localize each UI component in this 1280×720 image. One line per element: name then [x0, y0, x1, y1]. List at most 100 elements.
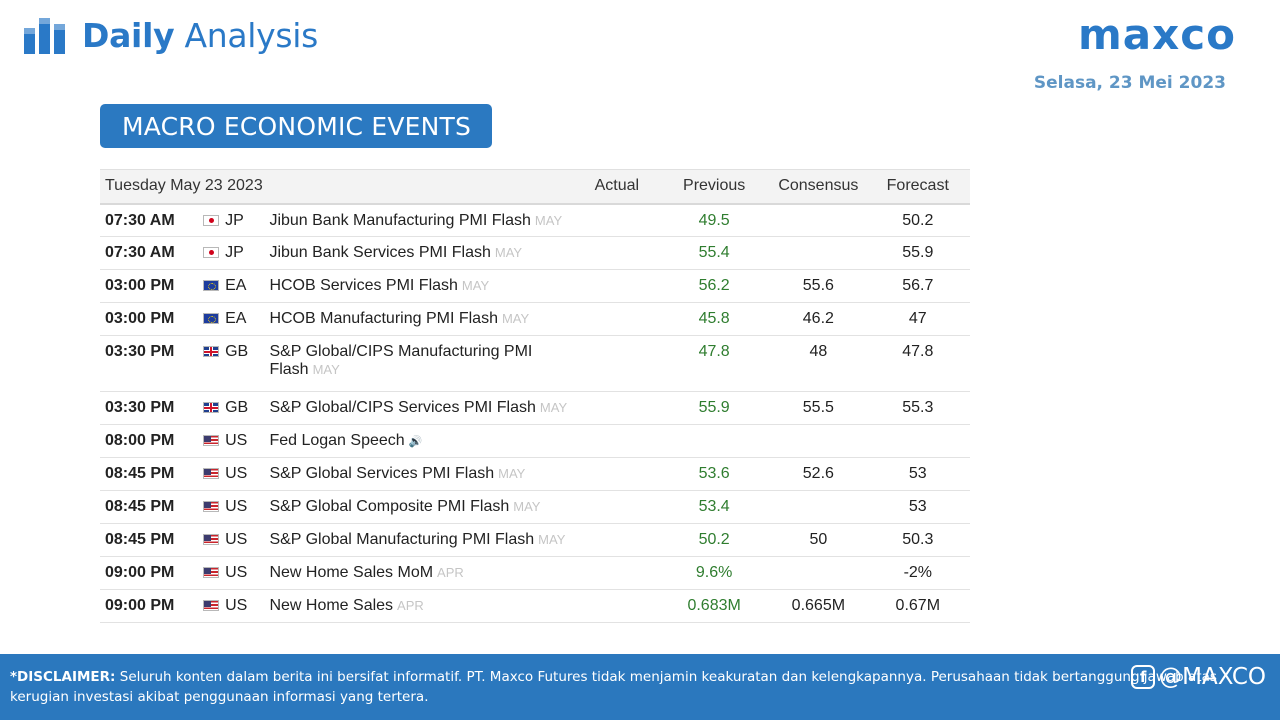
event-name: S&P Global Manufacturing PMI Flash [269, 531, 535, 548]
value-consensus [771, 203, 866, 237]
event-time: 09:00 PM [100, 589, 200, 623]
brand-header: Daily Analysis [24, 14, 318, 56]
header-previous: Previous [657, 169, 772, 205]
event-name-cell: Jibun Bank Manufacturing PMI Flash MAY [264, 203, 577, 237]
event-time: 03:00 PM [100, 302, 200, 336]
flag-us-icon [203, 468, 220, 479]
event-currency: JP [199, 236, 265, 270]
currency-code: JP [225, 244, 244, 261]
value-actual [576, 424, 658, 458]
value-actual [576, 203, 658, 237]
event-name: Fed Logan Speech [269, 432, 405, 449]
event-name-cell: Jibun Bank Services PMI Flash MAY [264, 236, 577, 270]
value-previous: 45.8 [657, 302, 772, 336]
value-forecast: 53 [865, 457, 970, 491]
value-forecast: 55.9 [865, 236, 970, 270]
value-actual [576, 490, 658, 524]
event-time: 08:45 PM [100, 490, 200, 524]
event-time: 03:30 PM [100, 391, 200, 425]
event-name: HCOB Services PMI Flash [269, 277, 458, 294]
currency-code: EA [225, 277, 247, 294]
social-handle: @MAXCO [1159, 664, 1266, 690]
event-name-cell: HCOB Services PMI Flash MAY [264, 269, 577, 303]
event-period: MAY [312, 362, 340, 377]
value-forecast: 50.3 [865, 523, 970, 557]
event-currency: US [199, 457, 265, 491]
event-currency: US [199, 556, 265, 590]
event-time: 03:00 PM [100, 269, 200, 303]
value-previous: 56.2 [657, 269, 772, 303]
event-currency: US [199, 490, 265, 524]
value-actual [576, 523, 658, 557]
value-consensus [771, 236, 866, 270]
value-consensus [771, 424, 866, 458]
flag-ea-icon [203, 313, 220, 324]
event-name: New Home Sales MoM [269, 564, 434, 581]
event-period: APR [397, 598, 424, 613]
event-name: Jibun Bank Manufacturing PMI Flash [269, 211, 531, 229]
value-actual [576, 589, 658, 623]
value-consensus [771, 556, 866, 590]
header-date: Tuesday May 23 2023 [100, 169, 577, 205]
value-previous: 55.4 [657, 236, 772, 270]
event-name: S&P Global Composite PMI Flash [269, 498, 510, 515]
value-forecast [865, 424, 970, 458]
table-row: 07:30 AM JP Jibun Bank Services PMI Flash M… [100, 236, 970, 270]
bar-chart-icon [24, 18, 65, 54]
currency-code: US [225, 597, 248, 614]
table-row: 07:30 AM JP Jibun Bank Manufacturing PMI F… [100, 203, 970, 237]
value-actual [576, 335, 658, 392]
event-currency: US [199, 424, 265, 458]
currency-code: JP [225, 211, 244, 229]
events-body: 07:30 AM JP Jibun Bank Manufacturing PMI F… [100, 203, 970, 623]
event-time: 09:00 PM [100, 556, 200, 590]
event-name-cell: Fed Logan Speech 🔊 [264, 424, 577, 458]
value-actual [576, 556, 658, 590]
flag-us-icon [203, 600, 220, 611]
value-previous: 9.6% [657, 556, 772, 590]
value-forecast: 53 [865, 490, 970, 524]
table-row: 08:45 PM US S&P Global Composite PMI Flash… [100, 490, 970, 524]
maxco-logo: maxco [1078, 10, 1236, 59]
currency-code: US [225, 498, 248, 515]
event-name-cell: S&P Global/CIPS Manufacturing PMI Flash M… [264, 335, 577, 392]
currency-code: US [225, 465, 248, 482]
social-handle-block: f @MAXCO [1131, 664, 1266, 690]
footer: *DISCLAIMER: Seluruh konten dalam berita… [0, 654, 1280, 720]
currency-code: US [225, 564, 248, 581]
currency-code: US [225, 432, 248, 449]
event-currency: US [199, 523, 265, 557]
event-time: 03:30 PM [100, 335, 200, 392]
value-previous: 53.6 [657, 457, 772, 491]
title-light: Analysis [184, 15, 319, 55]
event-time: 08:45 PM [100, 523, 200, 557]
value-previous: 50.2 [657, 523, 772, 557]
value-actual [576, 302, 658, 336]
flag-us-icon [203, 501, 220, 512]
table-row: 03:30 PM GB S&P Global/CIPS Services PMI F… [100, 391, 970, 425]
value-previous: 47.8 [657, 335, 772, 392]
value-consensus: 55.5 [771, 391, 866, 425]
event-currency: EA [199, 302, 265, 336]
event-time: 07:30 AM [100, 203, 200, 237]
event-currency: GB [199, 391, 265, 425]
event-time: 07:30 AM [100, 236, 200, 270]
event-currency: GB [199, 335, 265, 392]
table-row: 03:30 PM GB S&P Global/CIPS Manufacturing … [100, 335, 970, 392]
event-period: MAY [494, 245, 523, 260]
table-header-row: Tuesday May 23 2023 Actual Previous Cons… [100, 169, 970, 205]
value-consensus: 0.665M [771, 589, 866, 623]
event-name-cell: S&P Global Composite PMI Flash MAY [264, 490, 577, 524]
event-period: MAY [538, 532, 566, 547]
value-previous: 49.5 [657, 203, 772, 237]
value-consensus: 48 [771, 335, 866, 392]
currency-code: US [225, 531, 248, 548]
events-table: Tuesday May 23 2023 Actual Previous Cons… [100, 169, 970, 623]
event-period: MAY [498, 466, 526, 481]
value-previous: 55.9 [657, 391, 772, 425]
value-forecast: 56.7 [865, 269, 970, 303]
value-consensus [771, 490, 866, 524]
disclaimer: *DISCLAIMER: Seluruh konten dalam berita… [10, 667, 1225, 707]
table-row: 03:00 PM EA HCOB Manufacturing PMI Flash MA… [100, 302, 970, 336]
table-row: 08:00 PM US Fed Logan Speech 🔊 [100, 424, 970, 458]
